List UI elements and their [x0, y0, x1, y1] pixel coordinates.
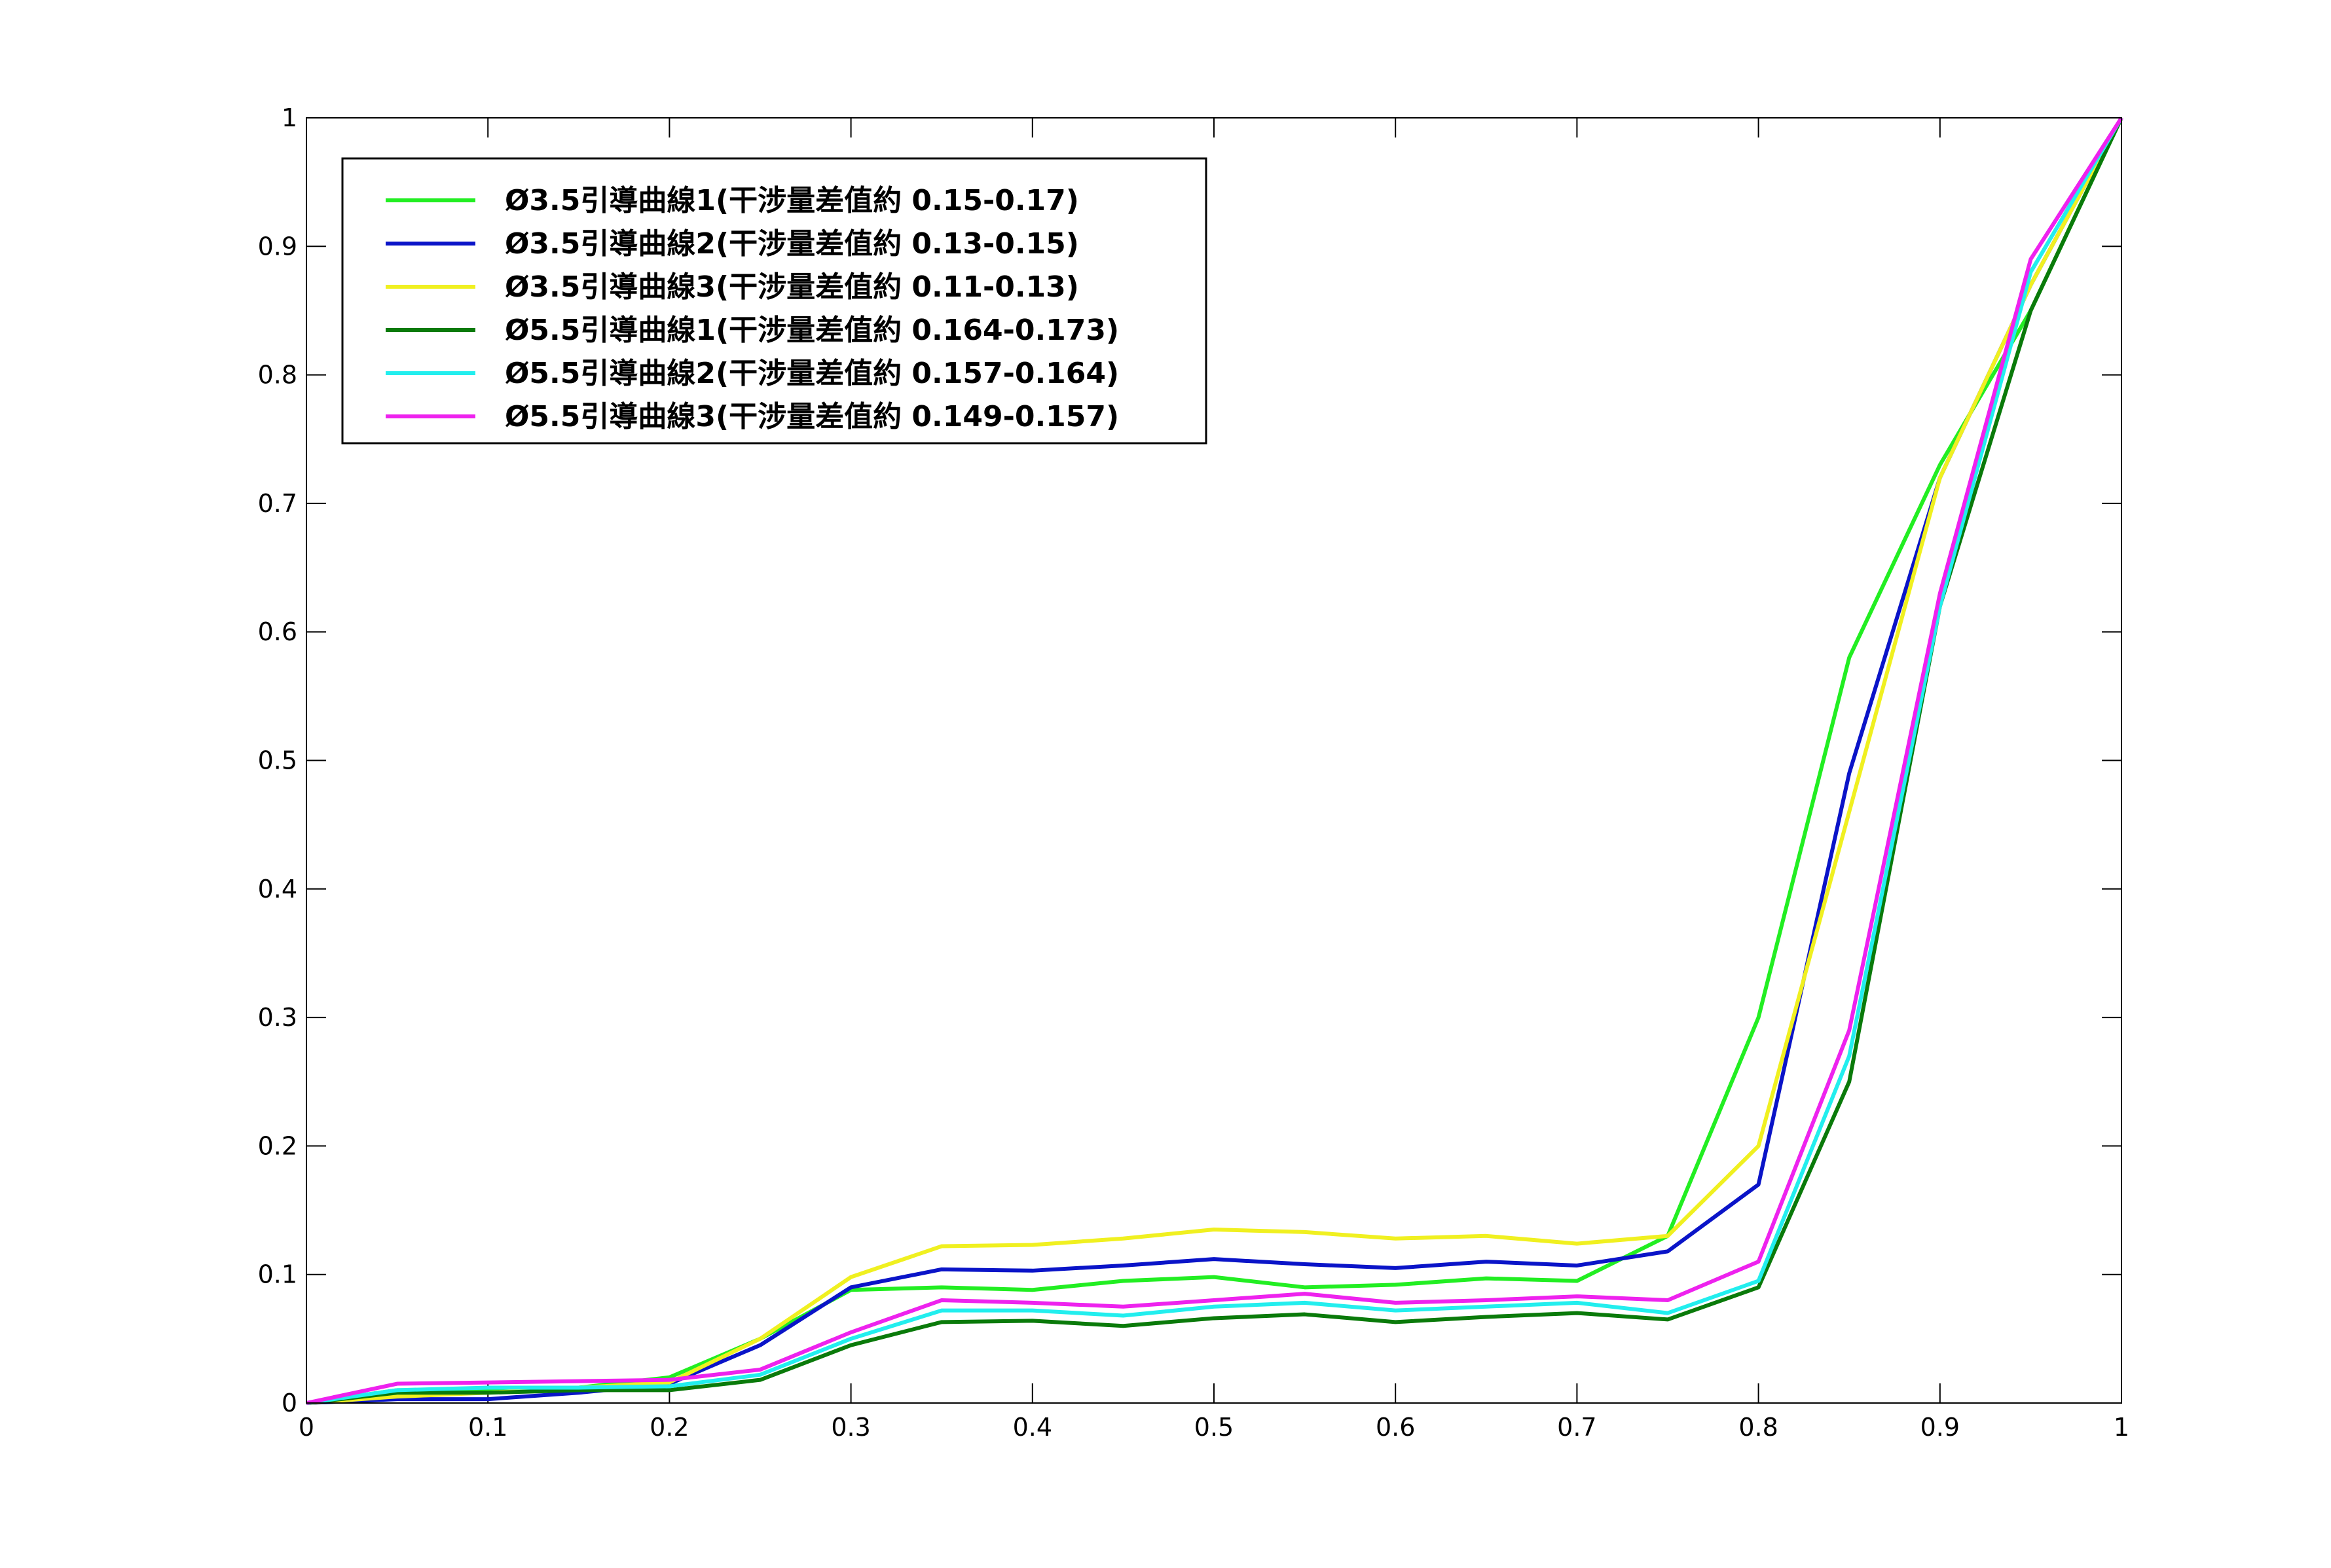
x-tick-label: 1 [2114, 1413, 2129, 1442]
legend-label: Ø3.5引導曲線2(干涉量差值約 0.13-0.15) [505, 227, 1079, 261]
x-tick-label: 0.3 [831, 1413, 870, 1442]
y-tick-label: 0.2 [258, 1131, 297, 1160]
x-tick-label: 0.9 [1920, 1413, 1960, 1442]
series-line [306, 117, 2123, 1405]
x-tick-label: 0.4 [1013, 1413, 1052, 1442]
y-tick-label: 0.7 [258, 489, 297, 518]
y-tick-label: 0.6 [258, 617, 297, 646]
legend-label: Ø3.5引導曲線3(干涉量差值約 0.11-0.13) [505, 270, 1079, 304]
x-tick-label: 0.7 [1557, 1413, 1596, 1442]
series-line [306, 117, 2123, 1405]
x-tick-label: 0.6 [1376, 1413, 1415, 1442]
x-tick-label: 0.2 [650, 1413, 689, 1442]
x-tick-label: 0.5 [1194, 1413, 1234, 1442]
legend-label: Ø5.5引導曲線1(干涉量差值約 0.164-0.173) [505, 314, 1119, 347]
legend-label: Ø3.5引導曲線1(干涉量差值約 0.15-0.17) [505, 184, 1079, 217]
y-tick-label: 0.8 [258, 361, 297, 390]
legend-label: Ø5.5引導曲線2(干涉量差值約 0.157-0.164) [505, 357, 1119, 390]
series-line [306, 117, 2123, 1405]
y-tick-label: 0.5 [258, 746, 297, 775]
y-tick-label: 0.3 [258, 1003, 297, 1032]
legend-label: Ø5.5引導曲線3(干涉量差值約 0.149-0.157) [505, 400, 1119, 433]
y-tick-label: 0.1 [258, 1260, 297, 1289]
y-tick-label: 0 [282, 1389, 297, 1417]
y-tick-label: 0.9 [258, 232, 297, 261]
y-tick-label: 1 [282, 103, 297, 132]
x-tick-label: 0 [299, 1413, 314, 1442]
legend-box [341, 157, 1207, 445]
plot-frame [306, 117, 2122, 1404]
y-tick-label: 0.4 [258, 875, 297, 903]
x-tick-label: 0.1 [468, 1413, 507, 1442]
x-tick-label: 0.8 [1738, 1413, 1778, 1442]
